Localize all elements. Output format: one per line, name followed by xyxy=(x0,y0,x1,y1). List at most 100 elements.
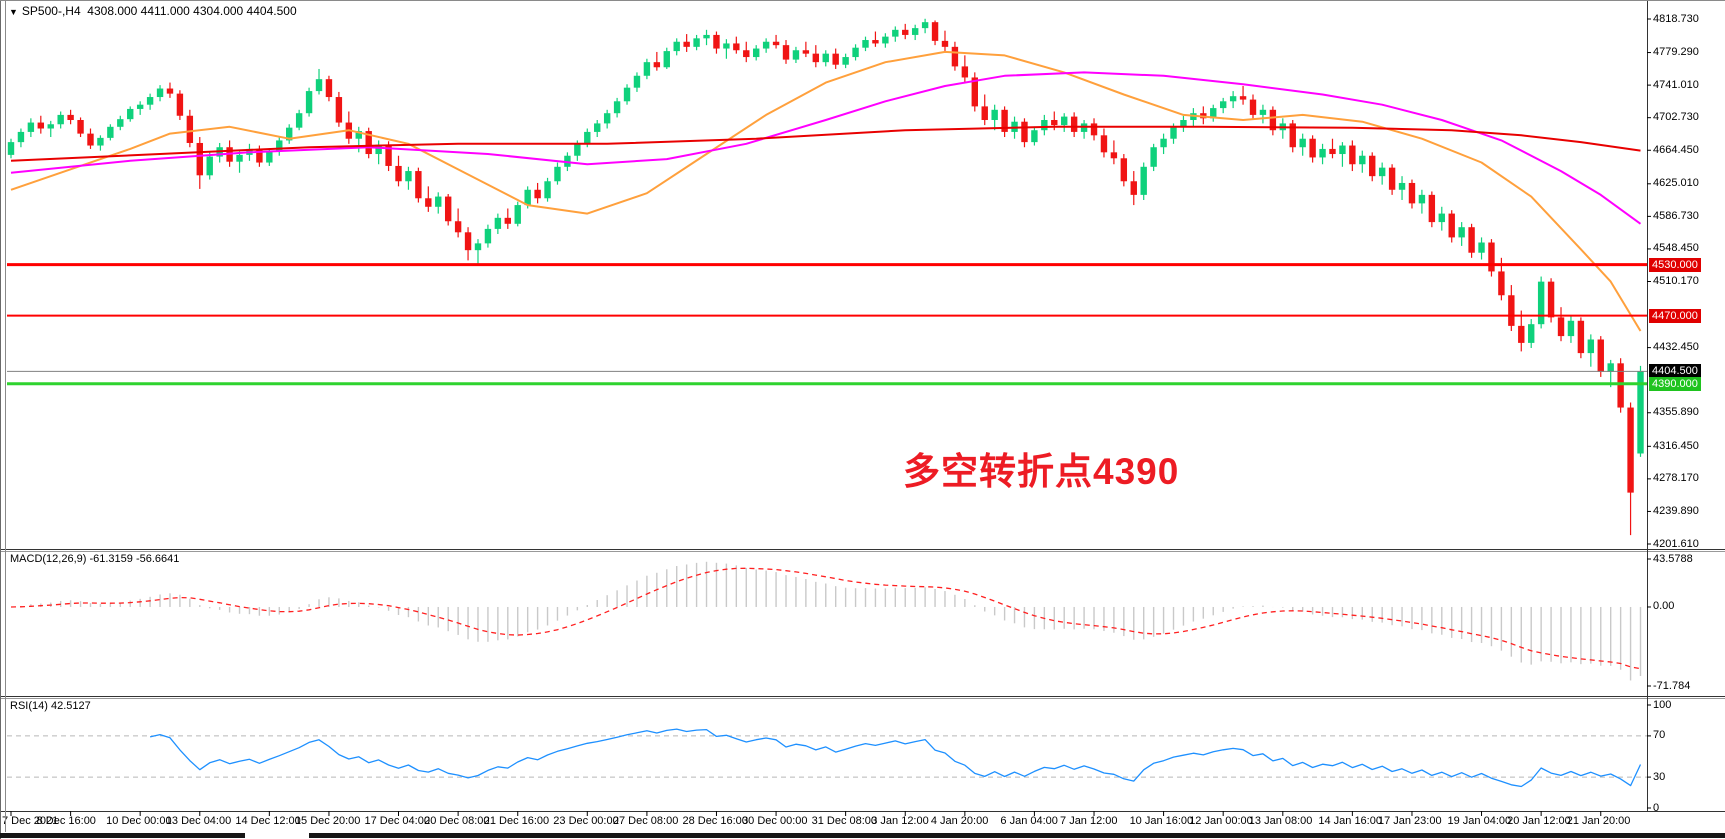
candle-body xyxy=(1488,242,1495,272)
ma-slow-red[interactable] xyxy=(10,125,1641,162)
text-annotation-pivot[interactable]: 多空转折点4390 xyxy=(903,451,1180,492)
candle-body xyxy=(1478,242,1485,253)
candle-body xyxy=(464,232,472,251)
candle-body xyxy=(1299,138,1306,148)
candle-body xyxy=(1627,407,1634,493)
candle-body xyxy=(37,122,45,129)
candle-body xyxy=(444,196,452,222)
candle-body xyxy=(1130,181,1137,195)
candle-body xyxy=(435,196,442,207)
candle-body xyxy=(1339,145,1346,155)
candle-body xyxy=(1061,116,1068,126)
candle-body xyxy=(613,101,621,114)
candle-body xyxy=(663,51,670,68)
candle-body xyxy=(365,131,372,155)
candle-body xyxy=(286,127,293,141)
candle-body xyxy=(156,88,164,98)
candle-body xyxy=(683,41,690,47)
ma-mid-magenta[interactable] xyxy=(10,71,1642,225)
candle-body xyxy=(1319,148,1326,158)
candle-body xyxy=(822,53,829,63)
candle-body xyxy=(1369,155,1376,177)
candle-body xyxy=(97,137,104,146)
chart-title-bar: ▼ SP500-,H4 4308.000 4411.000 4304.000 44… xyxy=(9,4,297,18)
candle-body xyxy=(594,123,601,132)
candle-body xyxy=(1607,363,1614,372)
candle-body xyxy=(554,166,561,182)
candle-body xyxy=(355,131,362,139)
candle-body xyxy=(315,79,323,92)
candle-body xyxy=(812,53,820,63)
candle-body xyxy=(1170,126,1177,139)
window-top-border xyxy=(0,0,1725,1)
candle-body xyxy=(236,154,243,162)
candle-body xyxy=(772,41,780,46)
candle-body xyxy=(892,29,899,37)
candle-body xyxy=(961,66,969,78)
candle-body xyxy=(1557,317,1565,337)
candle-body xyxy=(1378,167,1386,177)
candle-body xyxy=(335,97,343,123)
candle-body xyxy=(603,113,611,124)
candle-body xyxy=(47,124,54,129)
resize-strip-gap xyxy=(245,833,309,838)
candle-body xyxy=(1031,130,1038,143)
candle-body xyxy=(146,97,154,105)
candle-body xyxy=(1498,271,1505,296)
candle-body xyxy=(1537,281,1545,325)
candle-body xyxy=(7,142,15,155)
candle-body xyxy=(1150,147,1157,167)
candle-body xyxy=(166,88,174,94)
candle-body xyxy=(1398,182,1406,190)
candle-body xyxy=(882,36,889,44)
candle-body xyxy=(415,171,422,199)
candle-body xyxy=(1110,152,1118,159)
candle-body xyxy=(723,43,730,49)
candle-body xyxy=(385,144,392,166)
candle-body xyxy=(792,50,800,60)
candle-body xyxy=(643,62,651,76)
symbol-period-label: SP500-,H4 xyxy=(21,4,81,18)
candle-body xyxy=(713,34,720,49)
candle-body xyxy=(802,50,810,54)
candle-body xyxy=(1249,99,1257,115)
window-resize-strip[interactable] xyxy=(0,833,1725,838)
candle-body xyxy=(1210,108,1217,119)
candle-body xyxy=(733,43,740,51)
candle-body xyxy=(186,115,194,143)
candle-body xyxy=(1597,339,1604,372)
candle-body xyxy=(504,217,511,224)
candle-body xyxy=(1528,324,1535,343)
candle-body xyxy=(743,50,750,58)
candle-body xyxy=(484,228,492,244)
symbol-dropdown-icon[interactable]: ▼ xyxy=(9,7,18,17)
ma-fast-orange[interactable] xyxy=(10,50,1642,332)
candle-body xyxy=(941,40,949,47)
candle-body xyxy=(872,40,879,44)
candle-body xyxy=(375,144,382,155)
candle-body xyxy=(753,48,760,58)
candle-body xyxy=(1259,109,1267,115)
candle-body xyxy=(951,46,959,67)
candle-body xyxy=(1448,213,1455,238)
candle-body xyxy=(1229,96,1237,102)
candle-body xyxy=(87,133,94,146)
candle-body xyxy=(653,62,661,68)
candle-body xyxy=(633,75,641,88)
macd-indicator-label: MACD(12,26,9) -61.3159 -56.6641 xyxy=(10,553,180,565)
candle-body xyxy=(325,79,333,98)
candle-body xyxy=(295,113,303,128)
candle-body xyxy=(1219,101,1227,109)
candle-body xyxy=(514,205,521,224)
candle-body xyxy=(1239,96,1247,100)
candle-body xyxy=(1508,295,1515,326)
candle-body xyxy=(1120,158,1128,182)
candle-body xyxy=(623,87,631,102)
candle-body xyxy=(136,104,144,109)
candle-body xyxy=(1408,182,1416,204)
candle-body xyxy=(1617,363,1624,408)
candle-body xyxy=(921,22,929,29)
candle-body xyxy=(1021,121,1028,143)
